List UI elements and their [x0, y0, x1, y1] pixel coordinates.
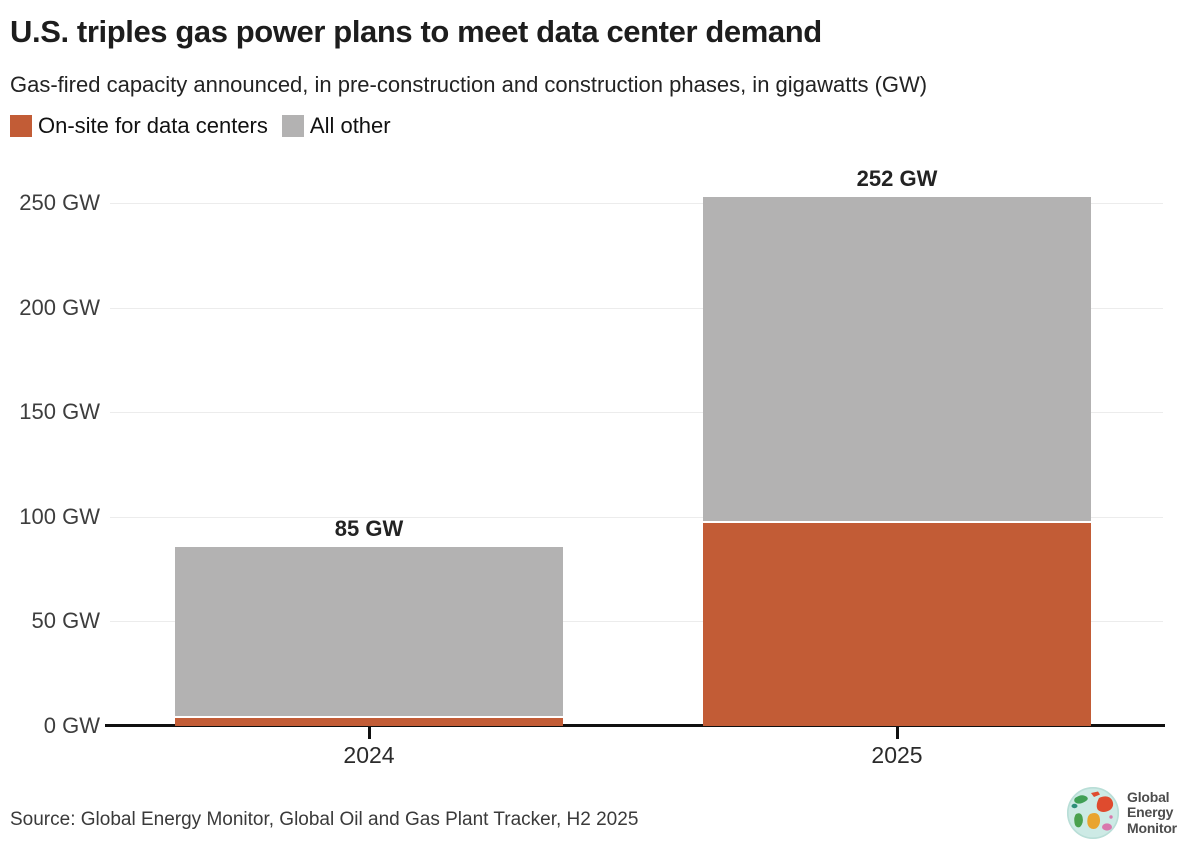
- chart-title: U.S. triples gas power plans to meet dat…: [10, 14, 822, 49]
- bar-segment-onsite: [703, 523, 1091, 726]
- y-axis-label: 200 GW: [19, 294, 100, 320]
- gem-logo-line: Energy: [1127, 804, 1174, 821]
- y-axis-label: 0 GW: [43, 713, 100, 738]
- y-axis-label: 150 GW: [19, 399, 100, 425]
- globe-icon: [1066, 786, 1120, 840]
- gridline-200: [110, 307, 1163, 309]
- gem-logo-line: Global: [1127, 788, 1170, 805]
- chart-subtitle: Gas-fired capacity announced, in pre-con…: [10, 72, 928, 97]
- x-axis-tick: [896, 727, 899, 739]
- bar-segment-onsite: [175, 718, 563, 726]
- gridline-150: [110, 412, 1163, 414]
- gridline-250: [110, 203, 1163, 204]
- bar-segment-allother: [703, 197, 1091, 521]
- x-axis-label: 2025: [871, 742, 923, 768]
- y-axis-label: 250 GW: [19, 190, 100, 215]
- legend-label-allother: All other: [309, 113, 391, 138]
- gridline-50: [110, 621, 1163, 623]
- gem-logo-text: Global Energy Monitor: [1127, 788, 1177, 837]
- legend: On-site for data centers All other: [10, 113, 405, 139]
- y-axis-label: 100 GW: [19, 503, 100, 529]
- gem-logo: Global Energy Monitor: [1066, 786, 1177, 840]
- x-axis-label: 2024: [343, 742, 395, 768]
- x-axis-tick: [368, 727, 371, 739]
- bar-total-label: 252 GW: [856, 166, 938, 191]
- bar-segment-allother: [175, 547, 563, 716]
- source-note: Source: Global Energy Monitor, Global Oi…: [10, 809, 639, 830]
- gem-logo-line: Monitor: [1127, 819, 1177, 836]
- gridline-100: [110, 516, 1163, 518]
- bar-total-label: 85 GW: [334, 516, 404, 541]
- legend-label-onsite: On-site for data centers: [38, 113, 268, 138]
- legend-swatch-allother-icon: [281, 115, 304, 137]
- y-axis-label: 50 GW: [31, 608, 100, 634]
- legend-swatch-onsite-icon: [10, 115, 32, 137]
- x-axis-line: [105, 724, 1165, 727]
